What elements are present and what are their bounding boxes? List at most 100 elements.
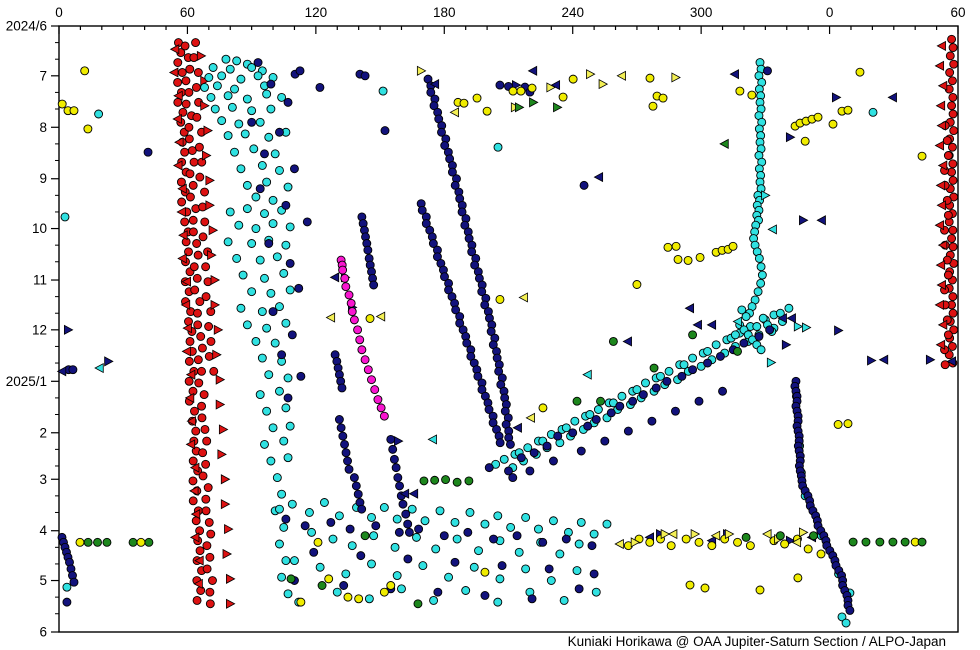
- data-point: [394, 435, 404, 447]
- data-point: [542, 441, 552, 451]
- data-point: [622, 336, 632, 347]
- data-point: [585, 410, 595, 419]
- data-point: [184, 122, 194, 132]
- data-point: [534, 524, 543, 534]
- data-point: [279, 522, 289, 532]
- data-point: [685, 580, 695, 590]
- data-point: [429, 79, 440, 90]
- data-point: [223, 237, 233, 247]
- data-point: [940, 360, 950, 370]
- data-point: [279, 436, 289, 446]
- data-point: [189, 532, 200, 543]
- data-point: [473, 371, 483, 381]
- data-point: [184, 376, 194, 386]
- data-point: [213, 324, 224, 335]
- data-point: [785, 132, 796, 143]
- data-point: [440, 141, 450, 150]
- data-point: [193, 250, 203, 260]
- data-point: [868, 107, 878, 117]
- data-point: [270, 149, 280, 159]
- data-point: [236, 74, 246, 84]
- data-point: [240, 129, 250, 139]
- data-point: [181, 99, 191, 109]
- data-point: [215, 399, 226, 410]
- data-point: [582, 369, 592, 380]
- data-point: [281, 318, 291, 328]
- data-point: [197, 366, 207, 376]
- data-point: [193, 68, 203, 77]
- data-point: [391, 463, 401, 473]
- data-point: [180, 299, 191, 310]
- data-point: [656, 371, 665, 381]
- data-point: [198, 202, 208, 212]
- data-point: [430, 475, 440, 485]
- data-point: [945, 68, 955, 77]
- data-point: [326, 517, 336, 527]
- data-point: [204, 517, 214, 527]
- data-point: [608, 337, 618, 346]
- data-point: [188, 476, 198, 486]
- data-point: [947, 76, 957, 86]
- data-point: [257, 161, 267, 170]
- data-point: [843, 105, 853, 115]
- series-navy-strings: [330, 212, 414, 537]
- data-point: [593, 405, 603, 414]
- data-point: [367, 559, 376, 569]
- data-point: [477, 287, 487, 297]
- data-point: [544, 564, 554, 574]
- series-green-tri-right: [514, 97, 563, 113]
- data-point: [841, 618, 851, 628]
- data-point: [225, 64, 235, 74]
- data-point: [334, 511, 344, 521]
- data-point: [197, 157, 207, 167]
- data-point: [205, 200, 215, 211]
- x-tick-label: 300: [690, 5, 713, 20]
- data-point: [62, 597, 72, 607]
- data-point: [281, 200, 291, 210]
- series-grs-red-strand-c: [189, 38, 219, 376]
- data-point: [647, 416, 657, 426]
- data-point: [275, 127, 284, 137]
- data-point: [217, 71, 227, 81]
- data-point: [433, 587, 443, 597]
- series-navy-scatter-top: [62, 58, 772, 607]
- data-point: [367, 512, 376, 522]
- data-point: [450, 180, 460, 190]
- data-point: [226, 573, 236, 584]
- data-point: [202, 564, 212, 574]
- data-point: [937, 240, 948, 251]
- data-point: [128, 537, 138, 547]
- data-point: [253, 58, 263, 67]
- data-point: [215, 374, 226, 385]
- data-point: [56, 366, 67, 377]
- data-point: [201, 262, 211, 272]
- data-point: [317, 581, 327, 590]
- data-point: [464, 476, 474, 486]
- data-point: [741, 312, 751, 321]
- data-point: [185, 337, 195, 346]
- data-point: [404, 527, 414, 537]
- data-point: [373, 395, 383, 405]
- data-point: [363, 245, 373, 255]
- data-point: [185, 369, 196, 380]
- data-point: [360, 355, 370, 365]
- data-point: [177, 183, 187, 194]
- data-point: [177, 68, 187, 77]
- data-point: [260, 273, 269, 283]
- y-tick-label: 2025/1: [6, 374, 47, 389]
- series-grs-red-right-tri-left: [934, 40, 948, 350]
- data-point: [296, 597, 306, 607]
- data-point: [576, 446, 586, 456]
- data-point: [340, 439, 349, 449]
- data-point: [190, 406, 199, 416]
- data-point: [60, 212, 70, 222]
- data-point: [319, 498, 329, 507]
- data-point: [345, 524, 355, 534]
- data-point: [512, 422, 522, 433]
- data-point: [329, 272, 340, 283]
- data-point: [745, 541, 755, 551]
- data-point: [663, 242, 673, 252]
- data-point: [574, 584, 584, 594]
- data-point: [525, 466, 535, 476]
- data-point: [648, 101, 658, 111]
